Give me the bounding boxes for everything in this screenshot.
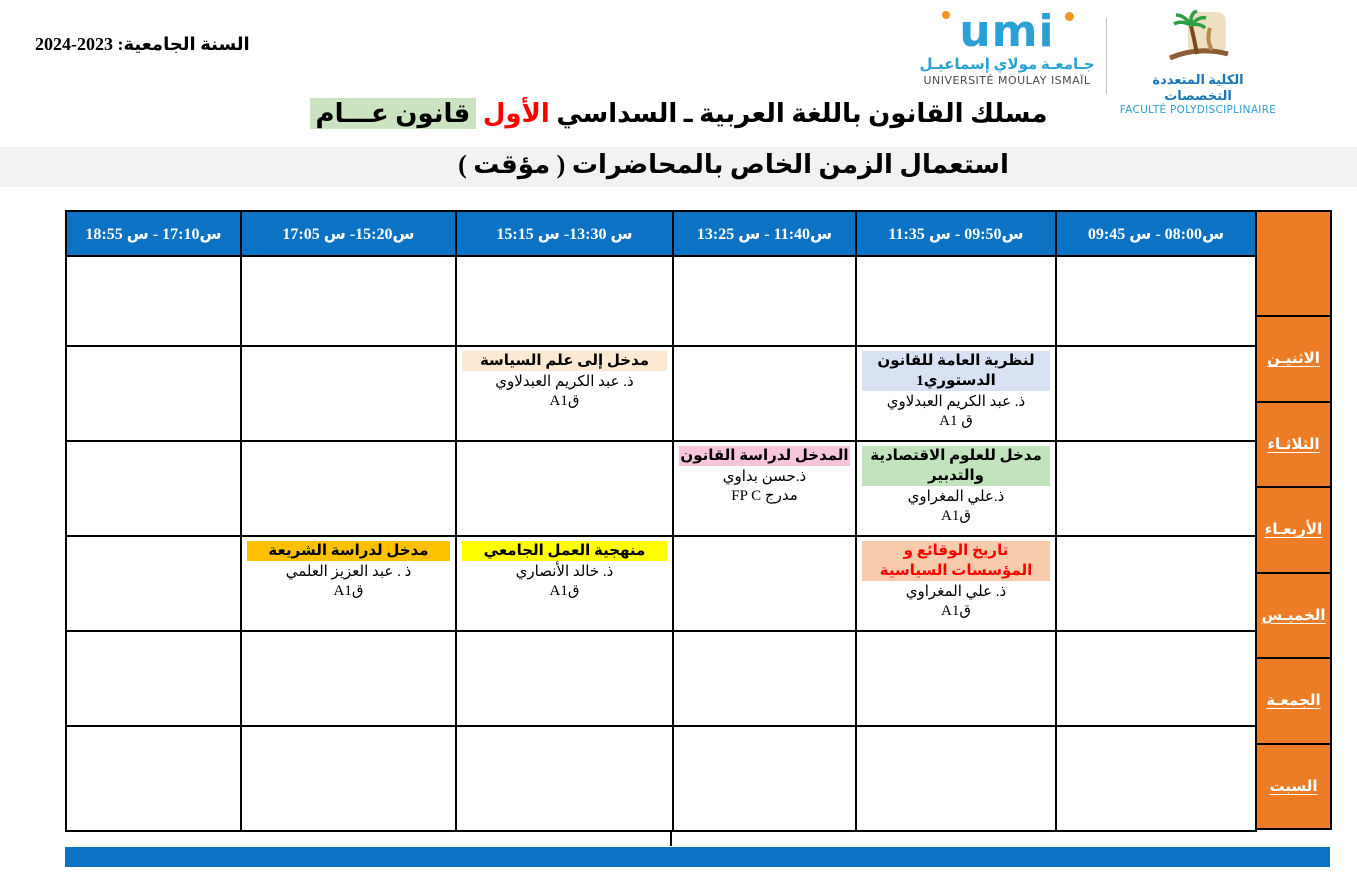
timetable-cell-day0-slot3 <box>674 257 857 347</box>
time-header-cell-0: س17:10 - س 18:55 <box>67 212 242 257</box>
subtitle-bar <box>0 147 1357 187</box>
course-teacher: ذ. علي المغراوي <box>905 584 1007 600</box>
timetable-cell-day4-slot3 <box>674 632 857 727</box>
course-room: قA1 <box>549 393 580 409</box>
course-title: تاريخ الوقائع و المؤسسات السياسية <box>862 541 1050 581</box>
umi-logo: umi جـامعـة مولاي إسماعيـل UNIVERSITÉ MO… <box>912 10 1102 88</box>
timetable-cell-day4-slot1 <box>242 632 457 727</box>
timetable-cell-day3-slot1: مدخل لدراسة الشريعة ذ . عبد العزيز العلمي… <box>242 537 457 632</box>
timetable-cell-day2-slot5 <box>1057 442 1257 537</box>
day-cell-2: الأربعـاء <box>1257 488 1330 574</box>
course-teacher: ذ . عبد العزيز العلمي <box>285 564 412 580</box>
page-title: مسلك القانون باللغة العربية ـ السداسي ال… <box>0 98 1357 129</box>
faculty-arabic-name: الكلية المتعددة التخصصات <box>1152 72 1244 103</box>
timetable-cell-day4-slot5 <box>1057 632 1257 727</box>
timetable-cell-day5-slot4 <box>857 727 1057 832</box>
timetable-cell-day4-slot4 <box>857 632 1057 727</box>
course-room: قA1 <box>333 583 364 599</box>
day-column-header <box>1257 212 1330 317</box>
timetable-cell-day3-slot3 <box>674 537 857 632</box>
course-title: منهجية العمل الجامعي <box>462 541 667 561</box>
course-teacher: ذ. عبد الكريم العبدلاوي <box>495 374 634 390</box>
timetable-cell-day1-slot0 <box>67 347 242 442</box>
umi-arabic-name: جـامعـة مولاي إسماعيـل <box>919 57 1095 73</box>
title-semester: الأول <box>482 99 550 128</box>
timetable-cell-day4-slot0 <box>67 632 242 727</box>
day-cell-0: الاثنيـن <box>1257 317 1330 403</box>
timetable-cell-day5-slot5 <box>1057 727 1257 832</box>
time-header-cell-2: س 13:30- س 15:15 <box>457 212 674 257</box>
table-bottom-tick <box>670 830 672 846</box>
course-room: قA1 <box>941 508 971 524</box>
timetable-cell-day0-slot2 <box>457 257 674 347</box>
course-room: ق A1 <box>939 413 973 429</box>
time-header-cell-4: س09:50 - س 11:35 <box>857 212 1057 257</box>
day-cell-1: الثلاثـاء <box>1257 403 1330 488</box>
timetable-grid: س17:10 - س 18:55 س15:20- س 17:05 س 13:30- … <box>65 210 1257 832</box>
course-title: لنظرية العامة للقانون الدستوري1 <box>862 351 1050 391</box>
timetable-cell-day3-slot5 <box>1057 537 1257 632</box>
day-column: الاثنيـن الثلاثـاء الأربعـاء الخميـس الجمعـة… <box>1257 210 1332 830</box>
timetable-cell-day3-slot2: منهجية العمل الجامعي ذ. خالد الأنصاري قA1 <box>457 537 674 632</box>
umi-orange-curl-icon <box>942 11 950 19</box>
timetable-cell-day4-slot2 <box>457 632 674 727</box>
course-room: قA1 <box>549 583 580 599</box>
umi-orange-dot-icon <box>1065 12 1074 21</box>
timetable-cell-day3-slot4: تاريخ الوقائع و المؤسسات السياسية ذ. علي … <box>857 537 1057 632</box>
timetable-cell-day0-slot0 <box>67 257 242 347</box>
timetable-cell-day1-slot4: لنظرية العامة للقانون الدستوري1 ذ. عبد ال… <box>857 347 1057 442</box>
timetable: س17:10 - س 18:55 س15:20- س 17:05 س 13:30- … <box>65 210 1332 832</box>
course-room: قA1 <box>941 603 971 619</box>
timetable-cell-day1-slot5 <box>1057 347 1257 442</box>
timetable-cell-day2-slot4: مدخل للعلوم الاقتصادية والتدبير ذ.علي الم… <box>857 442 1057 537</box>
day-cell-5: السبت <box>1269 778 1318 795</box>
faculty-logo: الكلية المتعددة التخصصات FACULTÉ POLYDIS… <box>1118 9 1278 116</box>
course-title: المدخل لدراسة القانون <box>679 446 850 466</box>
timetable-cell-day1-slot1 <box>242 347 457 442</box>
timetable-cell-day0-slot1 <box>242 257 457 347</box>
time-header-cell-1: س15:20- س 17:05 <box>242 212 457 257</box>
page-subtitle: استعمال الزمن الخاص بالمحاضرات ( مؤقت ) <box>458 150 1009 179</box>
timetable-cell-day2-slot0 <box>67 442 242 537</box>
bottom-blue-bar <box>65 847 1330 867</box>
timetable-cell-day0-slot5 <box>1057 257 1257 347</box>
timetable-cell-day5-slot0 <box>67 727 242 832</box>
faculty-latin-name: FACULTÉ POLYDISCIPLINAIRE <box>1119 104 1277 116</box>
course-teacher: ذ. خالد الأنصاري <box>515 564 614 580</box>
course-title: مدخل للعلوم الاقتصادية والتدبير <box>862 446 1050 486</box>
timetable-cell-day0-slot4 <box>857 257 1057 347</box>
umi-latin-name: UNIVERSITÉ MOULAY ISMAÏL <box>923 74 1091 87</box>
day-cell-4: الجمعـة <box>1257 659 1330 745</box>
umi-logo-mark: umi <box>912 10 1102 54</box>
course-teacher: ذ.علي المغراوي <box>907 489 1005 505</box>
timetable-cell-day5-slot3 <box>674 727 857 832</box>
timetable-cell-day2-slot3: المدخل لدراسة القانون ذ.حسن بداوي مدرج FP … <box>674 442 857 537</box>
timetable-cell-day1-slot2: مدخل إلى علم السياسة ذ. عبد الكريم العبدل… <box>457 347 674 442</box>
logo-divider <box>1106 18 1107 94</box>
title-track-highlight: قانون عـــام <box>309 98 477 129</box>
course-teacher: ذ. عبد الكريم العبدلاوي <box>886 394 1026 410</box>
timetable-cell-day3-slot0 <box>67 537 242 632</box>
timetable-cell-day2-slot1 <box>242 442 457 537</box>
course-title: مدخل لدراسة الشريعة <box>247 541 450 561</box>
time-header-cell-3: س11:40 - س 13:25 <box>674 212 857 257</box>
timetable-cell-day2-slot2 <box>457 442 674 537</box>
course-teacher: ذ.حسن بداوي <box>722 469 807 485</box>
course-title: مدخل إلى علم السياسة <box>462 351 667 371</box>
title-lead: مسلك القانون باللغة العربية ـ السداسي <box>556 99 1048 128</box>
day-cell-3: الخميـس <box>1257 574 1330 659</box>
academic-year: السنة الجامعية: 2023-2024 <box>35 34 250 54</box>
time-header-cell-5: س08:00 - س 09:45 <box>1057 212 1257 257</box>
timetable-cell-day1-slot3 <box>674 347 857 442</box>
palm-tree-icon <box>1169 9 1229 61</box>
timetable-cell-day5-slot2 <box>457 727 674 832</box>
course-room: مدرج FP C <box>731 488 798 504</box>
timetable-cell-day5-slot1 <box>242 727 457 832</box>
